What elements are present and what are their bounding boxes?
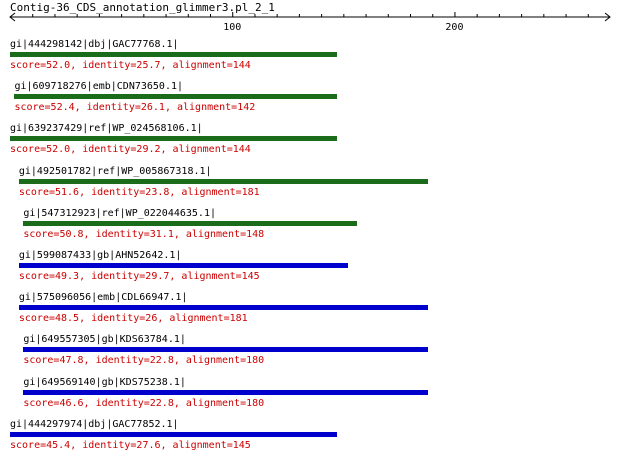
hit-label[interactable]: gi|599087433|gb|AHN52642.1|	[18, 250, 182, 261]
hit-score-text: score=52.0, identity=25.7, alignment=144	[10, 60, 251, 71]
hit-alignment-bar[interactable]	[10, 52, 337, 57]
hit-score-text: score=49.3, identity=29.7, alignment=145	[18, 271, 260, 282]
hit-label[interactable]: gi|547312923|ref|WP_022044635.1|	[23, 208, 216, 219]
hit-score-text: score=52.0, identity=29.2, alignment=144	[10, 144, 251, 155]
axis-left-arrow	[9, 12, 16, 22]
axis-tick-label: 100	[223, 22, 241, 33]
hit-label[interactable]: gi|444298142|dbj|GAC77768.1|	[10, 39, 179, 50]
sequence-axis: 100 200	[9, 12, 611, 33]
hit-score-text: score=50.8, identity=31.1, alignment=148	[23, 229, 265, 240]
hit-label[interactable]: gi|444297974|dbj|GAC77852.1|	[10, 419, 179, 430]
hit-alignment-bar[interactable]	[14, 94, 337, 99]
contig-title: Contig-36_CDS_annotation_glimmer3.pl_2_1	[10, 1, 275, 14]
hit-label[interactable]: gi|649569140|gb|KDS75238.1|	[23, 377, 186, 388]
hit-score-text: score=46.6, identity=22.8, alignment=180	[23, 398, 265, 409]
axis-tick-label: 200	[445, 22, 463, 33]
hit-label[interactable]: gi|609718276|emb|CDN73650.1|	[14, 81, 184, 92]
hit-alignment-bar[interactable]	[18, 179, 428, 184]
hit-alignment-bar[interactable]	[23, 347, 428, 352]
hit-score-text: score=48.5, identity=26, alignment=181	[18, 313, 248, 324]
hit-label[interactable]: gi|575096056|emb|CDL66947.1|	[18, 292, 188, 303]
hit-score-text: score=45.4, identity=27.6, alignment=145	[10, 440, 251, 451]
hit-alignment-bar[interactable]	[23, 221, 357, 226]
axis-right-arrow	[604, 12, 611, 22]
hit-label[interactable]: gi|492501782|ref|WP_005867318.1|	[18, 166, 212, 177]
hit-score-text: score=52.4, identity=26.1, alignment=142	[14, 102, 256, 113]
hit-alignment-bar[interactable]	[10, 136, 337, 141]
hit-alignment-bar[interactable]	[18, 305, 428, 310]
hit-alignment-bar[interactable]	[10, 432, 337, 437]
hit-alignment-bar[interactable]	[18, 263, 348, 268]
hit-score-text: score=47.8, identity=22.8, alignment=180	[23, 355, 265, 366]
hit-label[interactable]: gi|649557305|gb|KDS63784.1|	[23, 334, 186, 345]
hit-alignment-bar[interactable]	[23, 390, 428, 395]
hit-label[interactable]: gi|639237429|ref|WP_024568106.1|	[10, 123, 203, 134]
hit-score-text: score=51.6, identity=23.8, alignment=181	[18, 187, 260, 198]
